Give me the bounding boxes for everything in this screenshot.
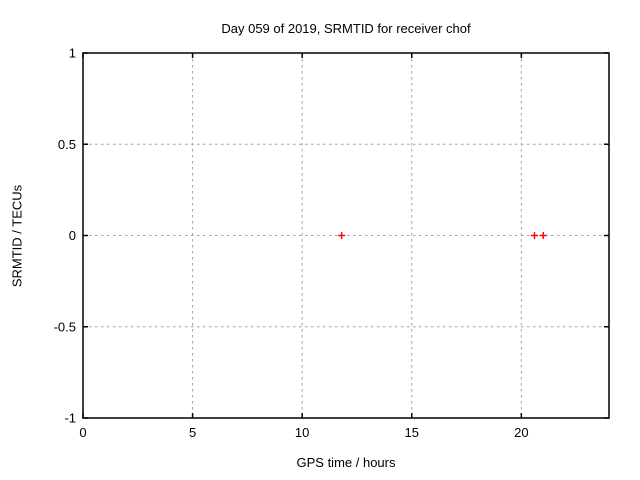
x-tick-label: 10 — [295, 425, 309, 440]
y-tick-label: -1 — [64, 411, 76, 426]
x-tick-label: 5 — [189, 425, 196, 440]
y-tick-label: 1 — [69, 46, 76, 61]
chart-title: Day 059 of 2019, SRMTID for receiver cho… — [221, 21, 471, 36]
x-tick-label: 0 — [79, 425, 86, 440]
data-point-marker — [338, 232, 346, 239]
x-axis-label: GPS time / hours — [296, 455, 396, 470]
y-tick-label: -0.5 — [54, 319, 76, 334]
data-point-marker — [539, 232, 547, 239]
y-tick-label: 0 — [69, 228, 76, 243]
x-tick-label: 20 — [514, 425, 528, 440]
y-axis-label: SRMTID / TECUs — [9, 184, 25, 288]
y-tick-label: 0.5 — [58, 137, 76, 152]
x-tick-label: 15 — [405, 425, 419, 440]
data-point-marker — [530, 232, 538, 239]
